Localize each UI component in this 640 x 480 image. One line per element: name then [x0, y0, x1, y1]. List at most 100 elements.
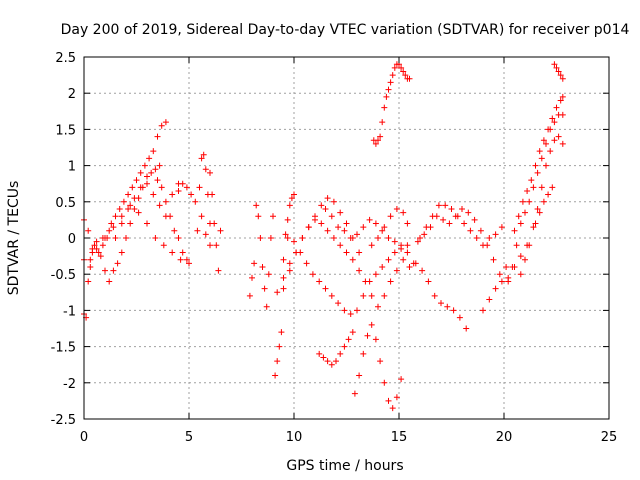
- data-point: [337, 209, 344, 216]
- data-point: [402, 72, 409, 79]
- data-point: [158, 184, 165, 191]
- data-point: [375, 303, 381, 310]
- y-tick-label: -2: [63, 377, 76, 392]
- data-point: [559, 93, 566, 100]
- series-arc-f: [175, 180, 213, 249]
- data-point: [291, 191, 297, 198]
- data-point: [257, 235, 264, 241]
- series-arc-ab: [551, 61, 566, 82]
- data-point: [312, 216, 318, 223]
- grid-lines: [84, 57, 609, 419]
- data-point: [152, 166, 159, 173]
- data-point: [288, 195, 295, 202]
- series-arc-w: [480, 242, 531, 314]
- data-point: [404, 220, 411, 227]
- data-point: [280, 274, 287, 281]
- data-point: [91, 242, 98, 249]
- data-point: [549, 115, 556, 122]
- data-point: [106, 278, 113, 285]
- data-point: [360, 224, 367, 231]
- data-point: [385, 256, 392, 263]
- data-point: [265, 271, 272, 278]
- x-tick-label: 5: [185, 430, 193, 445]
- data-point: [217, 227, 224, 234]
- data-point: [196, 184, 203, 191]
- data-point: [360, 350, 367, 357]
- data-point: [95, 249, 102, 256]
- data-point: [406, 263, 413, 270]
- data-point: [131, 195, 138, 202]
- data-point: [463, 325, 470, 332]
- data-point: [538, 155, 545, 162]
- data-point: [372, 271, 379, 278]
- data-point: [509, 263, 516, 270]
- y-tick-label: -1: [63, 304, 76, 319]
- series-arc-q: [351, 321, 405, 412]
- data-point: [377, 133, 384, 140]
- data-point: [559, 140, 566, 147]
- data-point: [167, 213, 174, 220]
- data-point: [414, 238, 421, 245]
- series-arc-s: [370, 61, 413, 147]
- data-point: [324, 358, 331, 365]
- data-point: [444, 303, 451, 310]
- data-point: [389, 72, 396, 79]
- data-point: [202, 231, 209, 238]
- data-point: [261, 285, 268, 292]
- data-point: [162, 119, 169, 126]
- y-tick-label: 0: [68, 232, 76, 247]
- data-point: [496, 271, 503, 278]
- data-point: [154, 177, 161, 184]
- data-point: [391, 249, 398, 256]
- y-tick-label: 2: [68, 87, 76, 102]
- x-tick-label: 10: [286, 430, 303, 445]
- data-point: [267, 235, 274, 241]
- data-point: [213, 242, 220, 249]
- data-point: [536, 209, 543, 216]
- data-point: [333, 358, 339, 365]
- data-point: [530, 224, 537, 231]
- data-point: [97, 253, 104, 260]
- data-point: [379, 263, 386, 270]
- series-arc-c: [81, 180, 182, 270]
- data-point: [354, 307, 360, 314]
- data-point: [87, 263, 94, 270]
- data-point: [379, 119, 386, 126]
- data-point: [498, 224, 505, 231]
- data-point: [330, 235, 337, 241]
- data-point: [486, 296, 493, 303]
- data-point: [148, 169, 155, 176]
- data-point: [135, 209, 142, 216]
- data-point: [536, 148, 543, 155]
- data-point: [85, 278, 92, 285]
- data-point: [387, 213, 394, 220]
- data-point: [435, 202, 442, 209]
- data-point: [303, 260, 310, 267]
- data-point: [186, 260, 192, 267]
- x-tick-label: 0: [80, 430, 88, 445]
- data-point: [87, 256, 94, 263]
- data-point: [528, 177, 535, 184]
- data-point: [251, 260, 258, 267]
- data-point: [345, 336, 352, 343]
- data-point: [144, 220, 150, 227]
- data-point: [559, 75, 566, 82]
- data-point: [110, 267, 117, 274]
- data-point: [553, 64, 560, 71]
- data-point: [473, 235, 480, 241]
- data-point: [389, 405, 396, 412]
- data-point: [385, 86, 392, 93]
- data-point: [517, 220, 524, 227]
- data-point: [118, 213, 125, 220]
- data-point: [440, 216, 447, 223]
- data-point: [123, 235, 129, 241]
- y-tick-label: 2.5: [55, 51, 76, 66]
- data-point: [349, 256, 356, 263]
- data-point: [393, 206, 400, 213]
- data-point: [337, 350, 344, 357]
- data-point: [125, 206, 132, 213]
- data-point: [543, 140, 549, 147]
- data-point: [253, 202, 260, 209]
- data-point: [406, 75, 413, 82]
- data-point: [160, 242, 167, 249]
